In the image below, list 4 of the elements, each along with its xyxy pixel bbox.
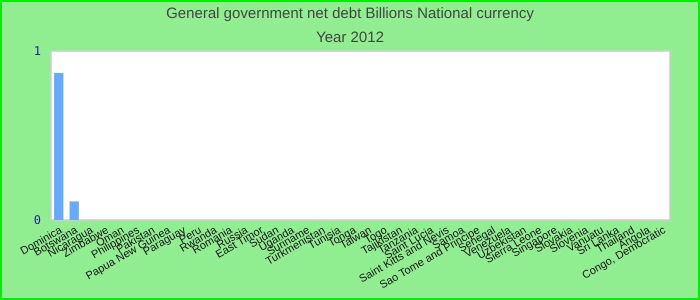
chart-title: General government net debt Billions National currency <box>166 5 534 22</box>
y-tick-label: 1 <box>34 44 41 58</box>
chart-subtitle: Year 2012 <box>316 29 384 46</box>
y-tick-label: 0 <box>34 213 41 227</box>
